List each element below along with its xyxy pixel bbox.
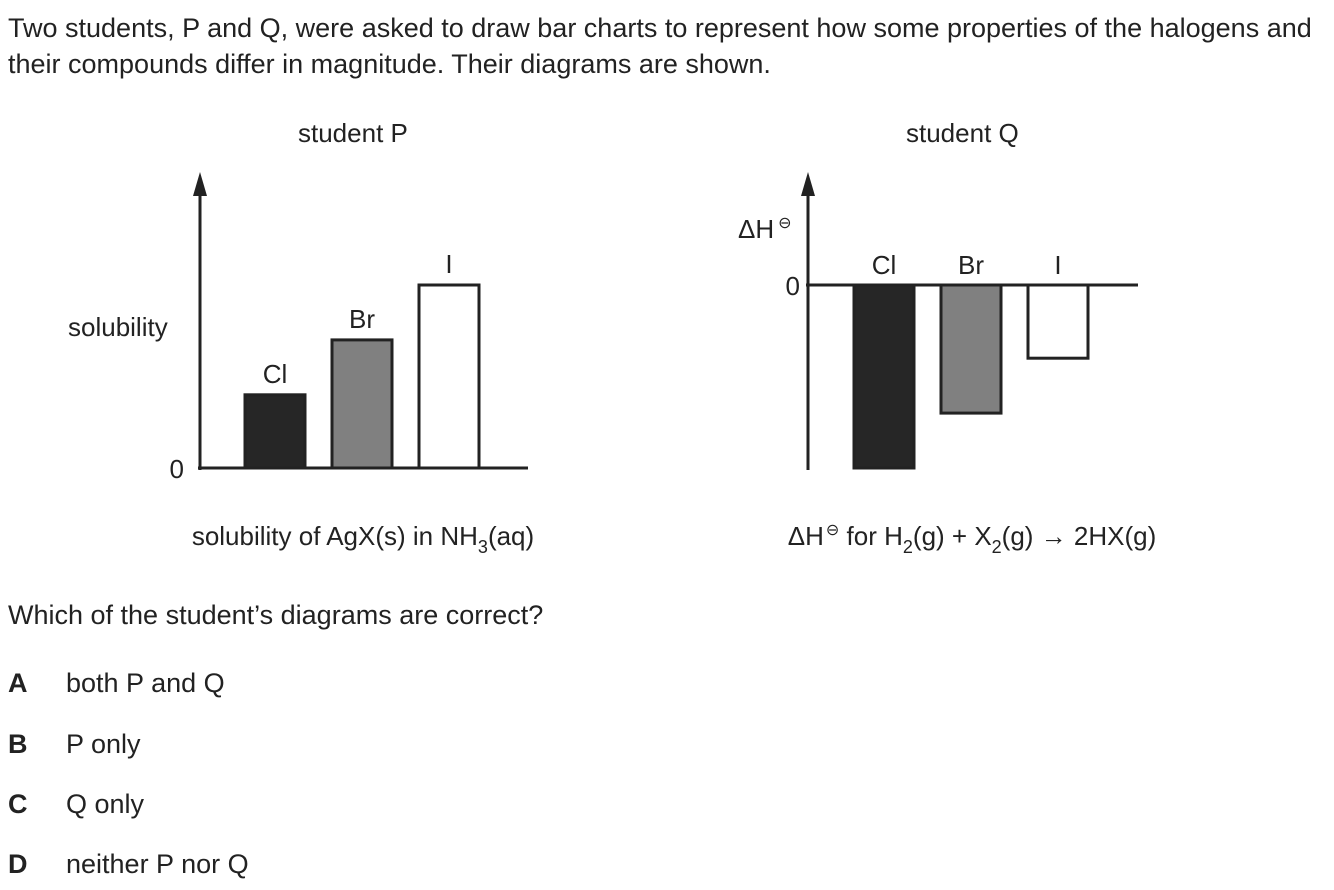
option-letter: B <box>8 729 28 759</box>
option-letter: C <box>8 789 28 819</box>
bar-cl <box>243 393 307 470</box>
chart-q: 0 ΔH ⊖ Cl Br I ΔH ⊖ for H2(g) + X2(g) → 2HX(… <box>738 172 1156 557</box>
chart-p-y-axis-arrow <box>193 172 207 196</box>
bar-br <box>939 283 1003 415</box>
chart-q-title: student Q <box>906 118 1019 148</box>
bar-label-i: I <box>445 249 452 279</box>
chart-q-caption-sub1: 2 <box>903 537 913 557</box>
chart-p-bars: Cl Br I <box>243 249 481 470</box>
option-text: neither P nor Q <box>66 849 249 879</box>
chart-q-caption-delta: ΔH <box>788 521 824 551</box>
chart-q-caption-part2: (g) + X <box>913 521 992 551</box>
bar-label-cl: Cl <box>872 250 897 280</box>
chart-q-y-axis-arrow <box>801 172 815 196</box>
chart-q-caption-sub2: 2 <box>992 537 1002 557</box>
chart-p-caption-sub: 3 <box>478 537 488 557</box>
bar-label-i: I <box>1054 250 1061 280</box>
chart-q-caption-part3: (g) → 2HX(g) <box>1002 521 1157 551</box>
question-text: Which of the student’s diagrams are corr… <box>8 600 544 630</box>
bar-i <box>417 283 481 470</box>
option-letter: D <box>8 849 28 879</box>
chart-q-y-label-delta: ΔH <box>738 214 774 244</box>
chart-p-caption-prefix: solubility of AgX(s) in NH <box>192 521 478 551</box>
option-text: both P and Q <box>66 668 225 698</box>
bar-label-cl: Cl <box>263 359 288 389</box>
question-intro: Two students, P and Q, were asked to dra… <box>8 13 1312 79</box>
chart-q-y-label-sup: ⊖ <box>778 215 791 232</box>
charts-figure: 0 solubility Cl Br I solubility of AgX(s) … <box>68 172 1156 557</box>
chart-q-y-label: ΔH ⊖ <box>738 214 792 244</box>
bar-label-br: Br <box>958 250 984 280</box>
chart-q-bars: Cl Br I <box>852 250 1090 470</box>
option-text: Q only <box>66 789 145 819</box>
bar-cl <box>852 283 916 470</box>
bar-label-br: Br <box>349 304 375 334</box>
chart-q-caption-sup: ⊖ <box>826 522 839 539</box>
chart-q-caption-part1: for H <box>839 521 903 551</box>
chart-p-zero-label: 0 <box>170 454 184 484</box>
bar-br <box>330 338 394 470</box>
option-letter: A <box>8 668 28 698</box>
bar-i <box>1026 283 1090 360</box>
chart-p: 0 solubility Cl Br I solubility of AgX(s) … <box>68 172 534 557</box>
option-text: P only <box>66 729 141 759</box>
chart-p-caption: solubility of AgX(s) in NH3(aq) <box>192 521 534 557</box>
chart-p-title: student P <box>298 118 408 148</box>
chart-q-zero-label: 0 <box>786 271 800 301</box>
chart-p-y-label: solubility <box>68 312 168 342</box>
chart-q-caption: ΔH ⊖ for H2(g) + X2(g) → 2HX(g) <box>788 521 1157 557</box>
chart-p-caption-suffix: (aq) <box>488 521 534 551</box>
